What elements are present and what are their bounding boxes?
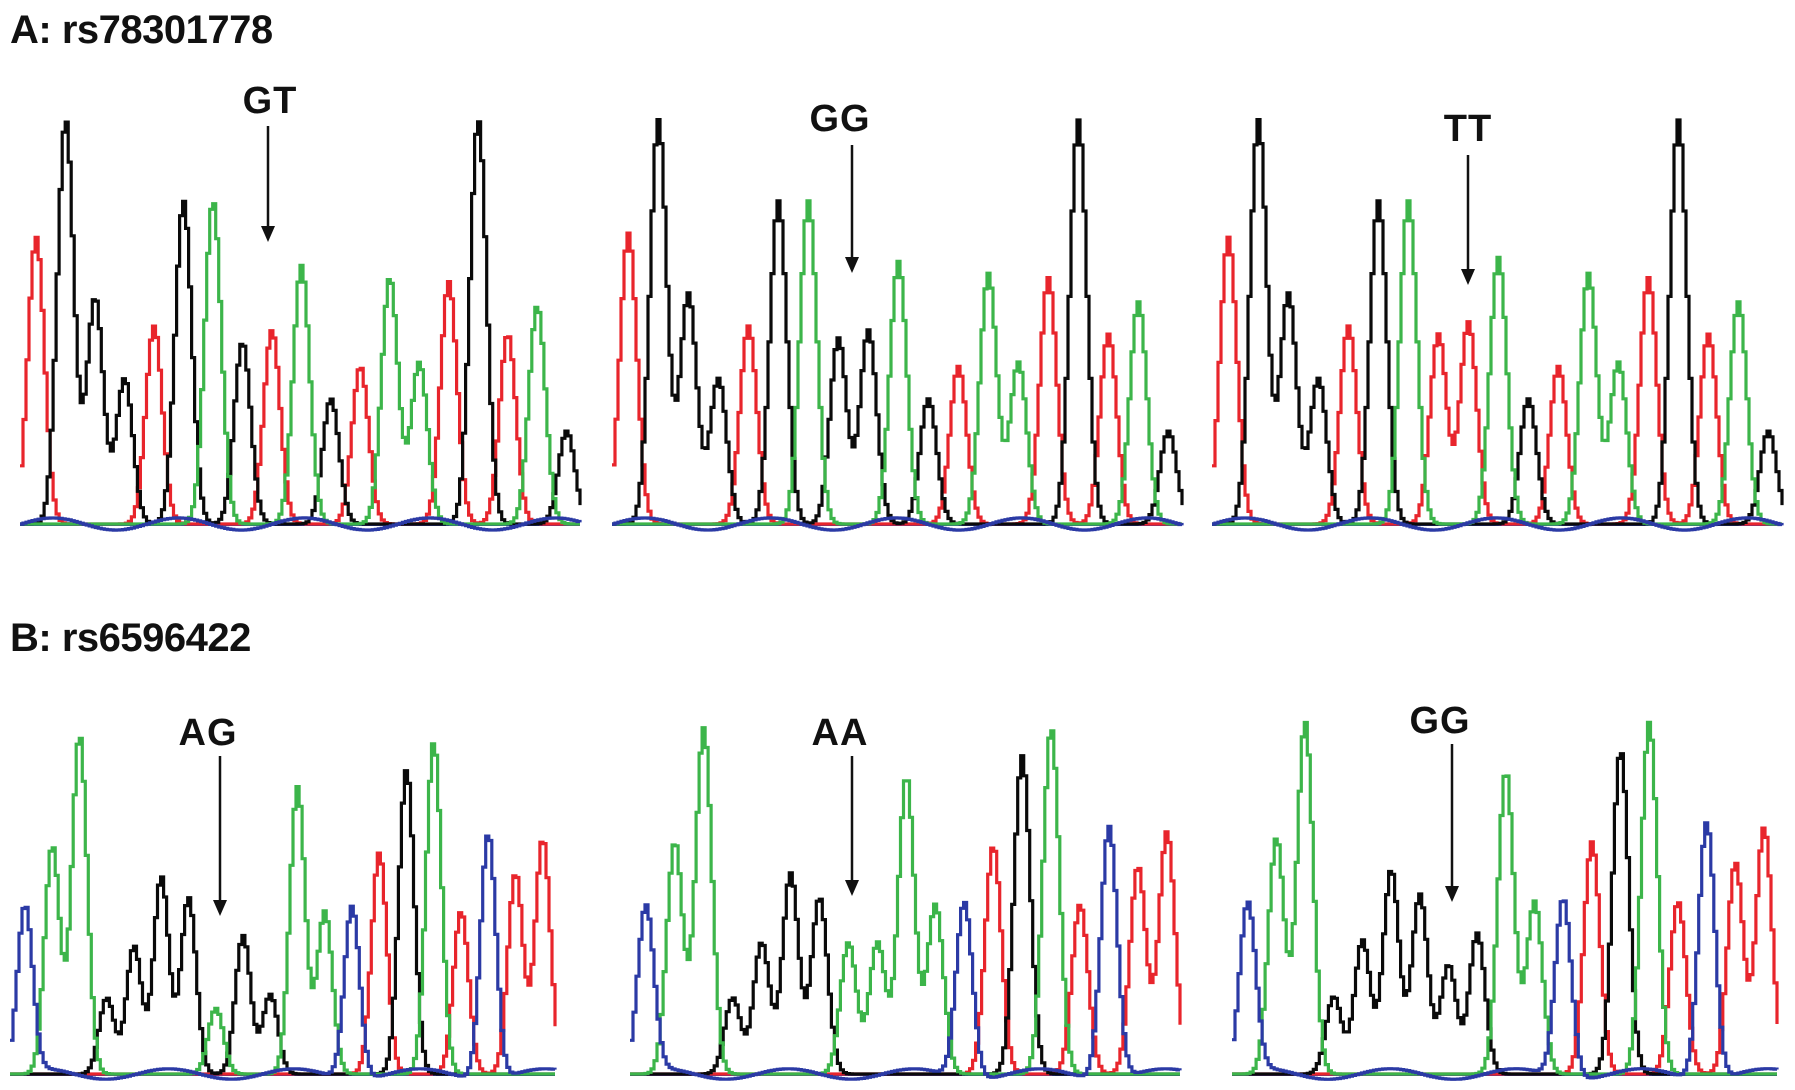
arrow-down-icon [261, 126, 275, 242]
chromatogram-b-3 [1232, 712, 1779, 1081]
chromatogram-b-1 [10, 718, 557, 1081]
arrow-down-icon [213, 756, 227, 916]
arrow-down-icon [845, 756, 859, 896]
arrow-down-icon [1461, 155, 1475, 285]
arrow-down-icon [1445, 744, 1459, 902]
chromatogram-b-2 [630, 718, 1182, 1081]
green-trace [1212, 199, 1782, 526]
arrow-down-icon [845, 145, 859, 273]
green-trace [630, 726, 1180, 1076]
trace-svg [20, 120, 582, 532]
green-trace [612, 199, 1182, 526]
blue-trace [1212, 516, 1784, 532]
genotype-label-a-3: TT [1443, 108, 1493, 150]
chromatogram-a-2 [612, 110, 1184, 532]
green-trace [1232, 720, 1777, 1076]
trace-svg [630, 726, 1182, 1081]
black-trace [10, 769, 555, 1076]
black-trace [1232, 752, 1777, 1076]
black-trace [612, 118, 1184, 526]
section-a-title: A: rs78301778 [10, 8, 273, 52]
trace-svg [1212, 118, 1784, 532]
chromatogram-a-1 [20, 110, 582, 532]
trace-svg [1232, 720, 1779, 1081]
section-b-title: B: rs6596422 [10, 616, 251, 660]
blue-trace [630, 824, 1182, 1081]
black-trace [20, 120, 582, 526]
genotype-label-a-1: GT [242, 80, 298, 122]
genotype-label-a-2: GG [809, 98, 871, 140]
black-trace [630, 754, 1180, 1076]
blue-trace [612, 516, 1184, 532]
trace-svg [612, 118, 1184, 532]
chromatogram-a-3 [1212, 110, 1784, 532]
trace-svg [10, 736, 557, 1081]
genotype-label-b-1: AG [178, 712, 238, 754]
genotype-label-b-3: GG [1409, 700, 1471, 742]
blue-trace [20, 516, 582, 532]
black-trace [1212, 118, 1784, 526]
genotype-label-b-2: AA [811, 712, 869, 754]
blue-trace [10, 834, 557, 1081]
blue-trace [1232, 821, 1779, 1081]
